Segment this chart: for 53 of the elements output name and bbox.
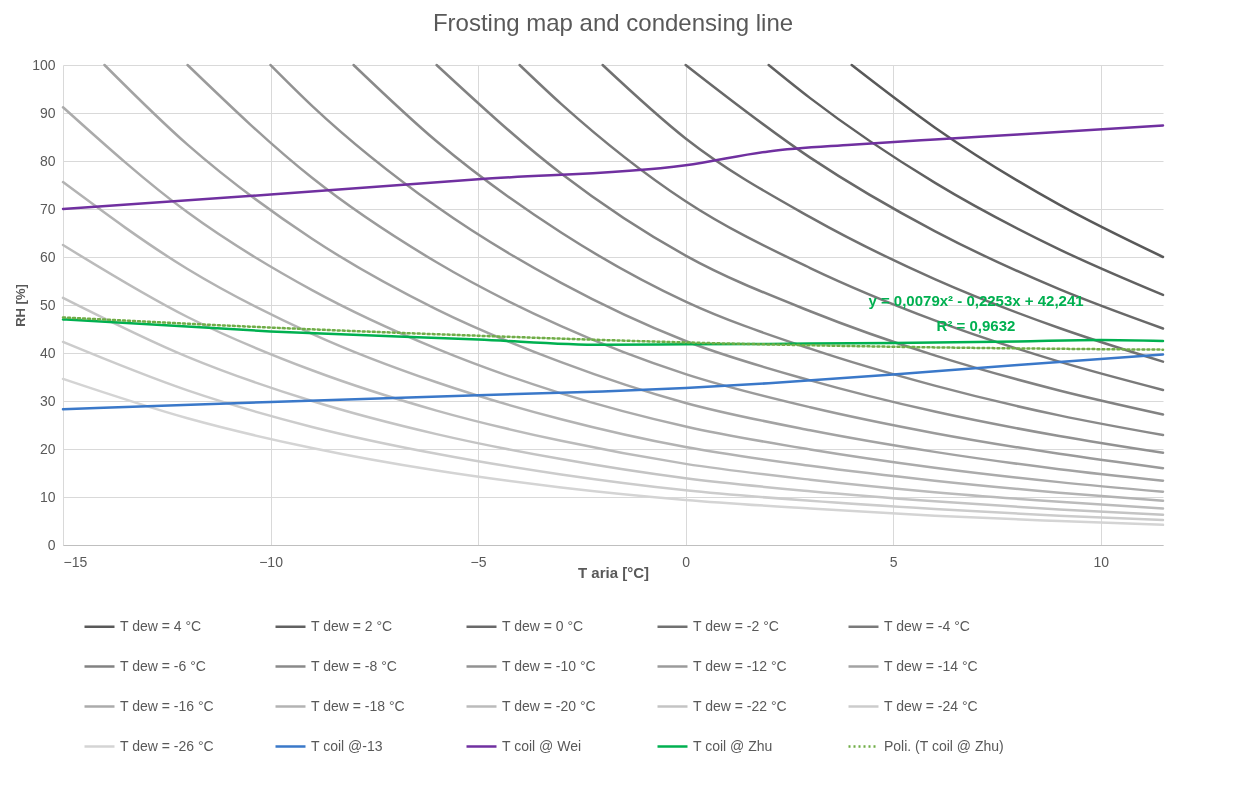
legend-label: T dew = -4 °C: [884, 617, 970, 634]
x-tick-label: −15: [63, 553, 88, 570]
legend-label: T dew = -16 °C: [120, 697, 214, 714]
line-series: [61, 340, 1165, 522]
x-tick-label: 0: [682, 553, 691, 570]
y-tick-label: 0: [47, 536, 56, 553]
legend-label: T dew = 2 °C: [311, 617, 393, 634]
line-series: [850, 63, 1165, 259]
x-tick-label: −10: [259, 553, 284, 570]
legend-label: T dew = 0 °C: [502, 617, 584, 634]
line-series: [61, 296, 1165, 517]
legend-label: T dew = -26 °C: [120, 737, 214, 754]
legend-label: T dew = -2 °C: [693, 617, 779, 634]
legend-label: T coil @ Wei: [502, 737, 582, 754]
y-tick-label: 60: [39, 248, 56, 265]
x-tick-label: 10: [1093, 553, 1110, 570]
legend-label: T dew = -14 °C: [884, 657, 978, 674]
line-series: [767, 63, 1165, 297]
x-tick-label: 5: [889, 553, 898, 570]
y-tick-label: 20: [39, 440, 56, 457]
legend-label: T dew = -22 °C: [693, 697, 787, 714]
y-axis-title: RH [%]: [13, 284, 29, 327]
legend-label: T dew = 4 °C: [120, 617, 202, 634]
y-tick-label: 50: [39, 296, 56, 313]
legend-label: T dew = -12 °C: [693, 657, 787, 674]
line-series: [435, 63, 1165, 416]
legend-label: T coil @ Zhu: [693, 737, 773, 754]
chart-title: Frosting map and condensing line: [432, 9, 794, 36]
legend-label: T dew = -6 °C: [120, 657, 206, 674]
legend-label: Poli. (T coil @ Zhu): [884, 737, 1004, 754]
y-tick-label: 100: [32, 56, 56, 73]
legend-label: T dew = -24 °C: [884, 697, 978, 714]
legend-label: T dew = -10 °C: [502, 657, 596, 674]
legend-label: T dew = -20 °C: [502, 697, 596, 714]
line-series: [61, 180, 1165, 503]
x-axis-title: T aria [°C]: [577, 563, 650, 581]
line-series: [61, 105, 1165, 493]
y-tick-label: 90: [39, 104, 56, 121]
line-series: [601, 63, 1165, 363]
y-tick-label: 30: [39, 392, 56, 409]
legend-label: T dew = -18 °C: [311, 697, 405, 714]
y-tick-label: 80: [39, 152, 56, 169]
annotation: R² = 0,9632: [936, 317, 1016, 334]
legend-label: T dew = -8 °C: [311, 657, 397, 674]
line-series: [61, 124, 1165, 211]
x-tick-label: −5: [470, 553, 487, 570]
line-series: [518, 63, 1165, 392]
y-tick-label: 40: [39, 344, 56, 361]
line-series: [61, 243, 1165, 510]
line-series: [61, 353, 1165, 411]
legend-label: T coil @-13: [311, 737, 383, 754]
y-tick-label: 70: [39, 200, 56, 217]
y-tick-label: 10: [39, 488, 56, 505]
